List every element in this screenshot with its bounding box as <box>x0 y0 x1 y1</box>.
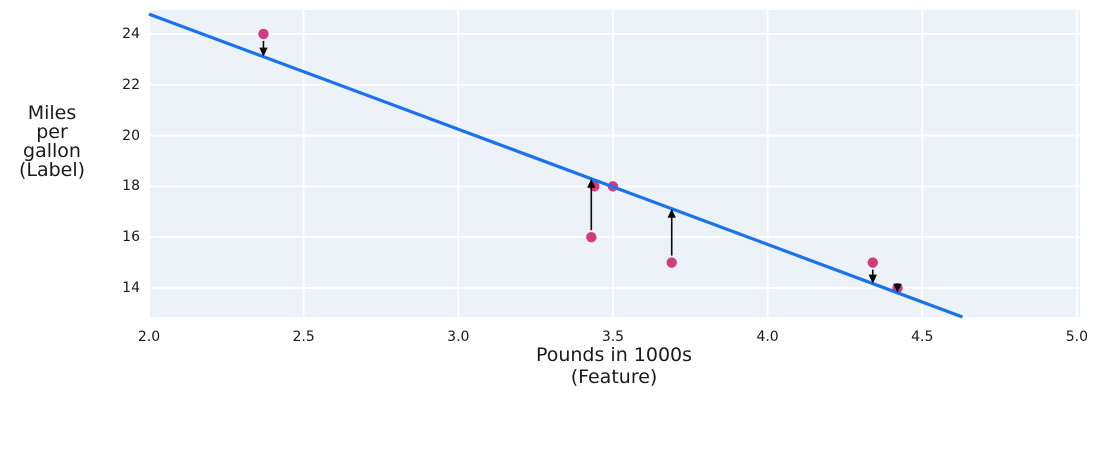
plot-background <box>149 10 1080 317</box>
y-tick-label: 20 <box>122 127 140 144</box>
plot-canvas <box>148 10 1080 319</box>
y-axis-title: Miles per gallon (Label) <box>18 102 86 181</box>
y-tick-label: 22 <box>122 76 140 93</box>
data-point <box>586 232 597 243</box>
x-tick-label: 2.0 <box>137 329 161 345</box>
y-tick-label: 24 <box>122 25 140 42</box>
x-tick-label: 5.0 <box>1065 329 1089 345</box>
y-tick-label: 16 <box>122 229 140 246</box>
data-point <box>258 28 269 40</box>
x-tick-label: 4.0 <box>756 329 779 345</box>
data-point <box>867 257 878 268</box>
loss-arrow-head <box>587 178 596 188</box>
data-point <box>666 257 677 268</box>
x-tick-label: 2.5 <box>292 329 315 345</box>
y-tick-label: 14 <box>122 280 140 297</box>
model-line <box>148 12 964 319</box>
x-axis-title: Pounds in 1000s (Feature) <box>535 344 693 388</box>
loss-arrow-head <box>667 208 676 218</box>
loss-arrow-head <box>893 283 902 293</box>
y-tick-label: 18 <box>122 178 140 195</box>
x-tick-label: 3.5 <box>601 329 625 345</box>
legend: Loss lines Model <box>0 400 1099 472</box>
x-tick-label: 3.0 <box>447 329 470 345</box>
x-tick-label: 4.5 <box>911 329 934 345</box>
loss-arrow-head <box>868 274 877 284</box>
loss-arrow-head <box>259 47 268 57</box>
